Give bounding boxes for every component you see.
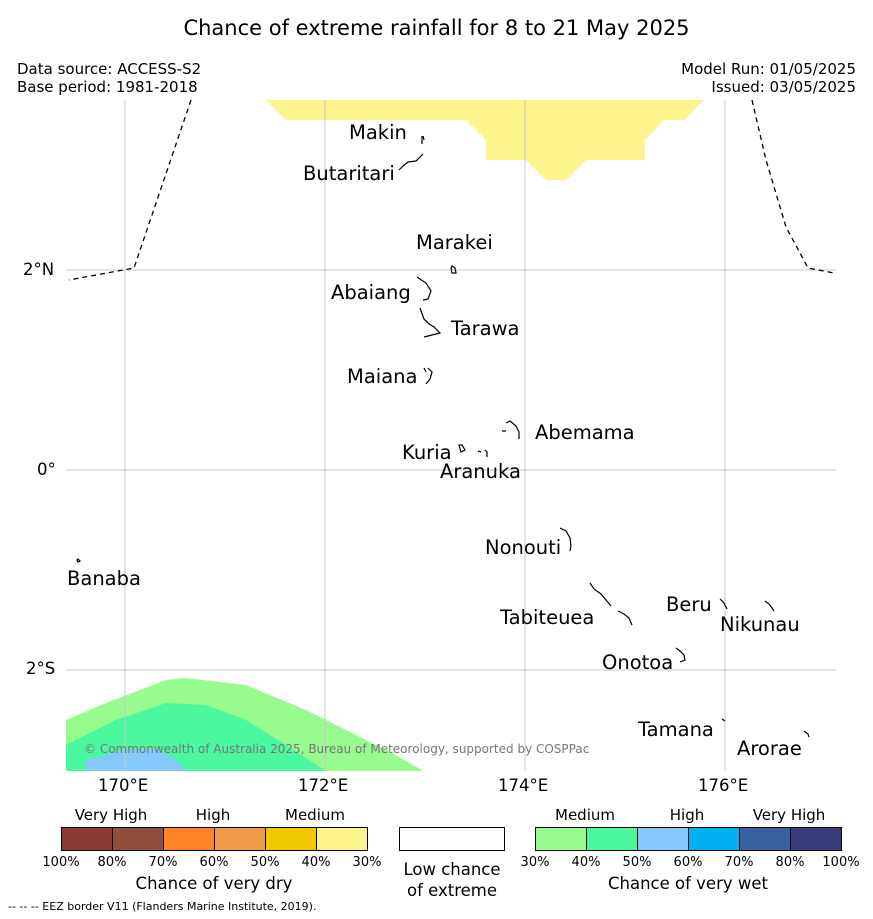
wet-tick-6: 100%: [822, 855, 860, 870]
wet-tick-1: 40%: [571, 855, 601, 870]
eez-footnote: -- -- -- EEZ border V11 (Flanders Marine…: [8, 900, 317, 913]
dry-region-medium: [266, 100, 704, 180]
island-tarawa: [419, 307, 442, 338]
island-nikunau: [764, 600, 775, 612]
dry-tick-1: 80%: [97, 855, 127, 870]
dry-swatch-4: [265, 827, 317, 851]
lon-label-172e: 172°E: [298, 776, 349, 795]
eez-border-left: [68, 100, 192, 281]
island-arorae: [803, 730, 810, 738]
wet-tick-5: 80%: [775, 855, 805, 870]
lat-label-2s: 2°S: [26, 659, 56, 678]
dry-swatch-1: [112, 827, 164, 851]
dry-head-high: High: [195, 806, 231, 824]
base-period-text: Base period: 1981-2018: [17, 78, 198, 96]
wet-tick-2: 50%: [622, 855, 652, 870]
dry-tick-5: 40%: [301, 855, 331, 870]
wet-head-very-high: Very High: [752, 806, 826, 824]
label-banaba: Banaba: [67, 567, 141, 590]
graticule: [66, 100, 836, 771]
wet-swatch-3: [688, 827, 740, 851]
wet-tick-0: 30%: [520, 855, 550, 870]
data-source-text: Data source: ACCESS-S2: [17, 60, 202, 78]
wet-tick-3: 60%: [673, 855, 703, 870]
eez-border-right: [751, 100, 835, 274]
dry-swatch-2: [163, 827, 215, 851]
map-canvas: [66, 100, 836, 771]
island-onotoa: [675, 647, 686, 663]
lon-label-170e: 170°E: [98, 776, 149, 795]
island-aranuka: [477, 449, 488, 457]
dry-caption: Chance of very dry: [135, 874, 293, 893]
wet-swatch-0: [535, 827, 587, 851]
dry-swatch-0: [61, 827, 113, 851]
copyright-text: © Commonwealth of Australia 2025, Bureau…: [84, 742, 590, 756]
dry-tick-4: 50%: [250, 855, 280, 870]
label-nikunau: Nikunau: [720, 613, 800, 636]
island-maiana: [423, 367, 433, 385]
wet-head-high: High: [669, 806, 705, 824]
label-tabiteuea: Tabiteuea: [500, 606, 595, 629]
low-chance-line2: of extreme: [406, 881, 498, 900]
wet-head-medium: Medium: [555, 806, 615, 824]
wet-tick-4: 70%: [724, 855, 754, 870]
wet-swatch-4: [739, 827, 791, 851]
low-chance-swatch: [399, 827, 505, 851]
lon-label-176e: 176°E: [698, 776, 749, 795]
island-abemama: [502, 420, 520, 439]
wet-swatch-2: [637, 827, 689, 851]
dry-tick-0: 100%: [42, 855, 80, 870]
island-makin: [421, 135, 425, 144]
label-marakei: Marakei: [416, 231, 493, 254]
label-aranuka: Aranuka: [440, 460, 521, 483]
low-chance-caption: Low chance of extreme: [380, 859, 524, 901]
dry-head-medium: Medium: [285, 806, 345, 824]
map-title: Chance of extreme rainfall for 8 to 21 M…: [183, 16, 690, 40]
island-beru: [719, 598, 728, 610]
island-tabiteuea: [589, 582, 633, 626]
lat-label-0: 0°: [37, 460, 56, 479]
island-nonouti: [559, 527, 572, 552]
low-chance-line1: Low chance: [403, 860, 501, 879]
dry-tick-2: 70%: [148, 855, 178, 870]
label-abemama: Abemama: [535, 421, 635, 444]
dry-tick-3: 60%: [199, 855, 229, 870]
island-tamana: [721, 718, 726, 722]
label-maiana: Maiana: [347, 365, 418, 388]
wet-swatch-1: [586, 827, 638, 851]
dry-swatch-3: [214, 827, 266, 851]
island-kuria: [458, 444, 466, 453]
label-tarawa: Tarawa: [451, 317, 520, 340]
model-run-text: Model Run: 01/05/2025: [681, 60, 856, 78]
dry-swatch-5: [316, 827, 368, 851]
island-banaba: [76, 558, 82, 563]
label-makin: Makin: [349, 121, 407, 144]
lon-label-174e: 174°E: [498, 776, 549, 795]
lat-label-2n: 2°N: [23, 260, 55, 279]
label-abaiang: Abaiang: [331, 281, 411, 304]
label-arorae: Arorae: [737, 737, 802, 760]
island-marakei: [450, 265, 457, 274]
label-butaritari: Butaritari: [303, 162, 395, 185]
label-kuria: Kuria: [402, 441, 452, 464]
data-source-info: Data source: ACCESS-S2 Base period: 1981…: [17, 60, 201, 96]
dry-tick-6: 30%: [352, 855, 382, 870]
island-abaiang: [416, 276, 432, 301]
wet-caption: Chance of very wet: [608, 874, 768, 893]
label-onotoa: Onotoa: [602, 651, 674, 674]
label-nonouti: Nonouti: [485, 536, 562, 559]
wet-region-50-60: [86, 748, 186, 771]
islands: [76, 135, 810, 738]
label-beru: Beru: [666, 593, 712, 616]
label-tamana: Tamana: [638, 718, 714, 741]
island-butaritari: [398, 153, 424, 171]
model-run-info: Model Run: 01/05/2025 Issued: 03/05/2025: [681, 60, 856, 96]
issued-text: Issued: 03/05/2025: [711, 78, 856, 96]
wet-swatch-5: [790, 827, 842, 851]
dry-head-very-high: Very High: [74, 806, 148, 824]
